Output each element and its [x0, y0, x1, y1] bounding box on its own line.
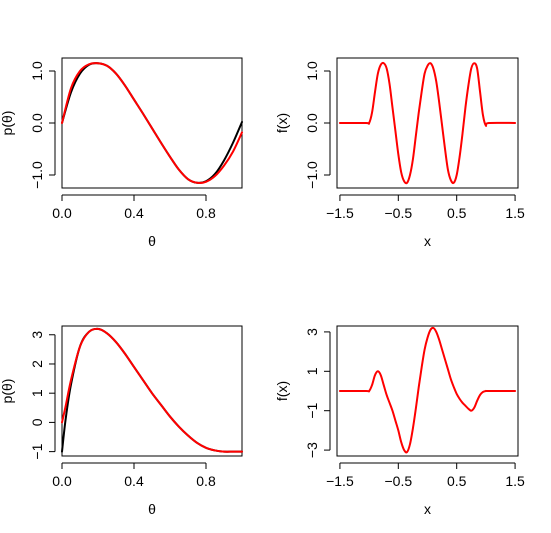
series-line-1: [61, 62, 243, 184]
x-tick-label: 1.5: [505, 205, 525, 221]
x-axis-label: θ: [148, 233, 156, 249]
y-tick-label: −1.0: [29, 161, 45, 189]
x-tick-label: 0.0: [52, 473, 72, 489]
panel-1: 0.0 0.4 0.8 θ −1.0 0.0 1.0 p(θ): [0, 57, 243, 249]
x-tick-label: 0.8: [196, 473, 216, 489]
x-tick-label: −1.5: [326, 473, 354, 489]
y-tick-label: 3: [29, 331, 45, 339]
x-tick-label: 0.4: [124, 473, 144, 489]
x-tick-label: 1.5: [505, 473, 525, 489]
x-tick-label: −0.5: [384, 473, 412, 489]
plot-frame: [336, 57, 519, 189]
y-tick-label: 1.0: [304, 61, 320, 81]
y-axis-label: f(x): [274, 113, 290, 133]
series-line-1: [338, 61, 517, 185]
y-tick-label: 1: [29, 389, 45, 397]
y-axis-label: f(x): [274, 381, 290, 401]
plot-frame: [336, 325, 519, 457]
y-tick-label: 0.0: [29, 113, 45, 133]
x-axis-label: x: [424, 233, 431, 249]
x-tick-label: 0.8: [196, 205, 216, 221]
panel-4: −1.5 −0.5 0.5 1.5 x −3 −1 1 3 f(x): [274, 325, 525, 517]
y-tick-label: 1: [304, 367, 320, 375]
x-tick-label: −0.5: [384, 205, 412, 221]
plot-frame: [61, 325, 243, 457]
x-tick-label: −1.5: [326, 205, 354, 221]
series-line-2: [61, 327, 243, 453]
series-line-1: [61, 327, 243, 453]
y-tick-label: 1.0: [29, 61, 45, 81]
x-tick-label: 0.5: [447, 473, 467, 489]
y-tick-label: −1.0: [304, 161, 320, 189]
x-tick-label: 0.5: [447, 205, 467, 221]
x-axis-label: x: [424, 501, 431, 517]
y-tick-label: −1: [304, 403, 320, 419]
y-axis-label: p(θ): [0, 379, 15, 404]
x-axis-label: θ: [148, 501, 156, 517]
x-tick-label: 0.0: [52, 205, 72, 221]
y-tick-label: −1: [29, 443, 45, 459]
y-tick-label: 0: [29, 418, 45, 426]
y-tick-label: −3: [304, 442, 320, 458]
panel-3: 0.0 0.4 0.8 θ −1 0 1 2 3 p(θ): [0, 325, 243, 517]
x-tick-label: 0.4: [124, 205, 144, 221]
series-line-1: [338, 326, 517, 454]
y-axis-label: p(θ): [0, 111, 15, 136]
y-tick-label: 0.0: [304, 113, 320, 133]
panel-2: −1.5 −0.5 0.5 1.5 x −1.0 0.0 1.0 f(x): [274, 57, 525, 249]
y-tick-label: 2: [29, 360, 45, 368]
plot-frame: [61, 57, 243, 189]
series-line-2: [61, 62, 243, 184]
y-tick-label: 3: [304, 328, 320, 336]
